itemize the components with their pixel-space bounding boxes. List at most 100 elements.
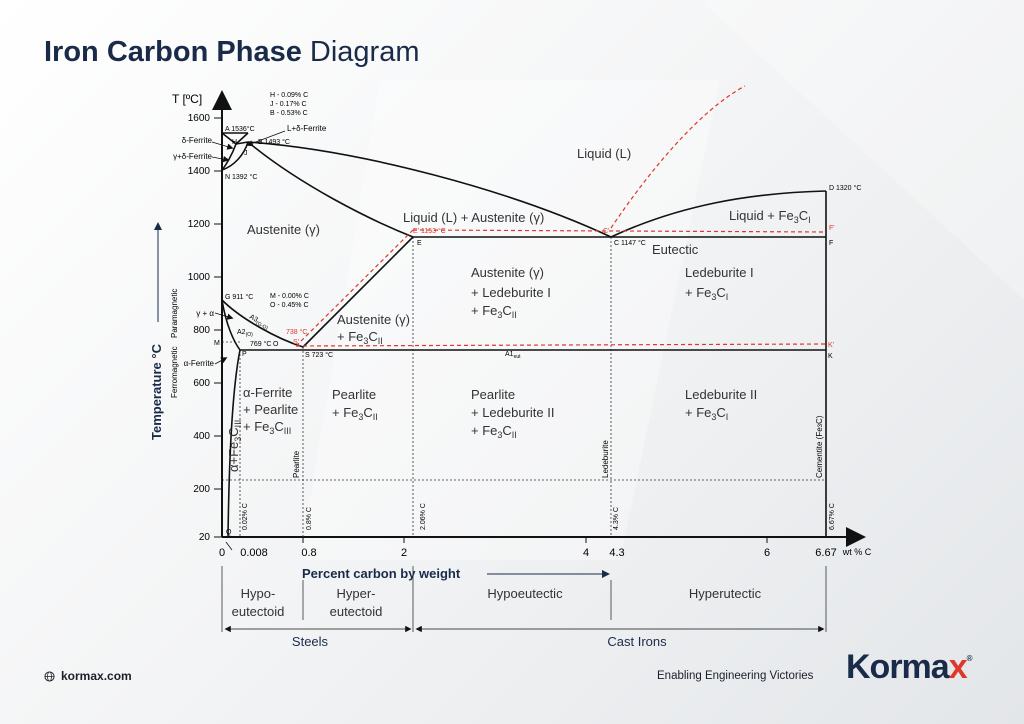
a1-label: A1eut [505, 351, 521, 360]
point-a: A 1536°C [225, 125, 255, 133]
tagline: Enabling Engineering Victories [657, 670, 814, 682]
paramagnetic-label: Paramagnetic [170, 289, 179, 338]
x-tick: 6 [764, 547, 770, 559]
x-tick: 6.67 [815, 547, 836, 559]
af-line1: α-Ferrite [243, 385, 292, 400]
pearlite-fe3c-line2: + Fe3CII [332, 405, 378, 422]
pearlite-fe3c-line1: Pearlite [332, 387, 376, 402]
liquid-fe3c-label: Liquid + Fe3CI [729, 208, 811, 225]
svg-text:Cementite (Fe3C): Cementite (Fe3C) [815, 415, 824, 478]
point-k: K [828, 353, 833, 360]
x-ticks: 0 0.008 0.8 2 4 4.3 6 6.67 wt % C [219, 537, 872, 559]
austenite-fe3c-line1: Austenite (γ) [337, 312, 410, 327]
eutectic-label: Eutectic [652, 242, 699, 257]
y-tick: 1600 [188, 113, 211, 124]
svg-text:2.06% C: 2.06% C [420, 503, 427, 530]
point-s-prime: S' [293, 339, 299, 346]
svg-text:B - 0.53% C: B - 0.53% C [270, 110, 308, 117]
point-d: D 1320 °C [829, 184, 861, 192]
x-tick: 0 [219, 547, 225, 559]
y-axis-label: T [ºC] [172, 92, 202, 106]
category-labels: Hypo- eutectoid Hyper- eutectoid Hypoeut… [232, 586, 762, 649]
point-labels: A 1536°C B 1493 °C H J N 1392 °C D 1320 … [214, 125, 861, 536]
ferromagnetic-label: Ferromagnetic [170, 346, 179, 398]
svg-text:Hypoeutectic: Hypoeutectic [487, 586, 563, 601]
svg-text:eutectoid: eutectoid [232, 604, 285, 619]
small-phase-labels: δ-Ferrite γ+δ-Ferrite L+δ-Ferrite γ + α … [173, 124, 327, 368]
y-tick: 1400 [188, 166, 211, 177]
point-g: G 911 °C [225, 293, 253, 301]
title-bold: Iron Carbon Phase [44, 36, 302, 68]
point-s: S 723 °C [305, 351, 333, 359]
aust-led-line1: Austenite (γ) [471, 265, 544, 280]
svg-text:0.02% C: 0.02% C [242, 503, 249, 530]
x-tick: 4 [583, 547, 589, 559]
svg-text:0.8% C: 0.8% C [306, 507, 313, 530]
point-n: N 1392 °C [225, 173, 257, 181]
af-line3: + Fe3CIII [243, 419, 291, 436]
point-e: E [417, 240, 422, 247]
svg-text:H - 0.09% C: H - 0.09% C [270, 92, 308, 99]
led1-line2: + Fe3CI [685, 285, 728, 302]
y-tick: 400 [193, 431, 210, 442]
svg-text:Cast Irons: Cast Irons [607, 634, 667, 649]
led2-line1: Ledeburite II [685, 387, 757, 402]
svg-text:Pearlite: Pearlite [292, 450, 301, 478]
svg-text:Hypo-: Hypo- [241, 586, 276, 601]
x-tick: 0.8 [301, 547, 316, 559]
liquid-label: Liquid (L) [577, 146, 631, 161]
pearlite-led-line3: + Fe3CII [471, 423, 517, 440]
metastable-lines [295, 85, 827, 347]
alpha-ferrite-side-label: α-Ferrite [184, 359, 215, 368]
y-tick: 800 [193, 325, 210, 336]
svg-text:Hyperutectic: Hyperutectic [689, 586, 762, 601]
svg-text:eutectoid: eutectoid [330, 604, 383, 619]
temp-738: 738 °C [286, 328, 307, 336]
svg-text:Steels: Steels [292, 634, 329, 649]
website-link[interactable]: kormax.com [44, 669, 132, 683]
austenite-fe3c-line2: + Fe3CII [337, 329, 383, 346]
delta-ferrite-label: δ-Ferrite [182, 136, 213, 145]
point-c: C 1147 °C [614, 239, 646, 247]
point-k-prime: K' [828, 342, 834, 349]
austenite-label: Austenite (γ) [247, 222, 320, 237]
y-tick: 1000 [188, 272, 211, 283]
category-dividers [221, 566, 827, 632]
point-h: H [232, 139, 237, 146]
svg-text:Ledeburite: Ledeburite [601, 440, 610, 478]
y-tick: 200 [193, 484, 210, 495]
y-axis-title: Temperature °C [149, 343, 164, 440]
a2-label: A2(O) [237, 329, 253, 338]
led1-line1: Ledeburite I [685, 265, 754, 280]
svg-text:Hyper-: Hyper- [336, 586, 375, 601]
x-tick: 0.008 [240, 547, 268, 559]
point-e-prime: E' 1153 °C [413, 227, 446, 235]
pearlite-led-line1: Pearlite [471, 387, 515, 402]
liquid-austenite-label: Liquid (L) + Austenite (γ) [403, 210, 544, 225]
point-j: J [244, 150, 248, 157]
region-labels: Liquid (L) Austenite (γ) Liquid (L) + Au… [226, 146, 811, 472]
pearlite-led-line2: + Ledeburite II [471, 405, 554, 420]
point-b: B 1493 °C [258, 138, 290, 146]
aust-led-line2: + Ledeburite I [471, 285, 551, 300]
globe-icon [44, 670, 55, 682]
svg-text:O - 0.45% C: O - 0.45% C [270, 302, 309, 309]
y-tick: 1200 [188, 219, 211, 230]
svg-text:M - 0.00% C: M - 0.00% C [270, 293, 309, 300]
composition-notes: H - 0.09% C J - 0.17% C B - 0.53% C M - … [270, 92, 309, 309]
y-tick: 600 [193, 378, 210, 389]
page-title: Iron Carbon Phase Diagram [44, 36, 419, 69]
x-tick: 2 [401, 547, 407, 559]
point-o: O [273, 341, 279, 348]
l-delta-ferrite-label: L+δ-Ferrite [287, 124, 327, 133]
x-axis-title: Percent carbon by weight [302, 566, 461, 581]
temp-769: 769 °C [250, 340, 271, 348]
x-unit: wt % C [842, 547, 872, 557]
gamma-alpha-label: γ + α [196, 309, 214, 318]
aust-led-line3: + Fe3CII [471, 303, 517, 320]
point-f-prime: F' [829, 225, 835, 232]
point-p: P [242, 351, 247, 358]
kormax-logo: Kormax® [846, 648, 973, 686]
vertical-composition-labels: 0.02% C 0.8% C 2.06% C 4.3% C 6.67% C Pe… [242, 415, 836, 530]
y-tick: 20 [199, 532, 211, 543]
